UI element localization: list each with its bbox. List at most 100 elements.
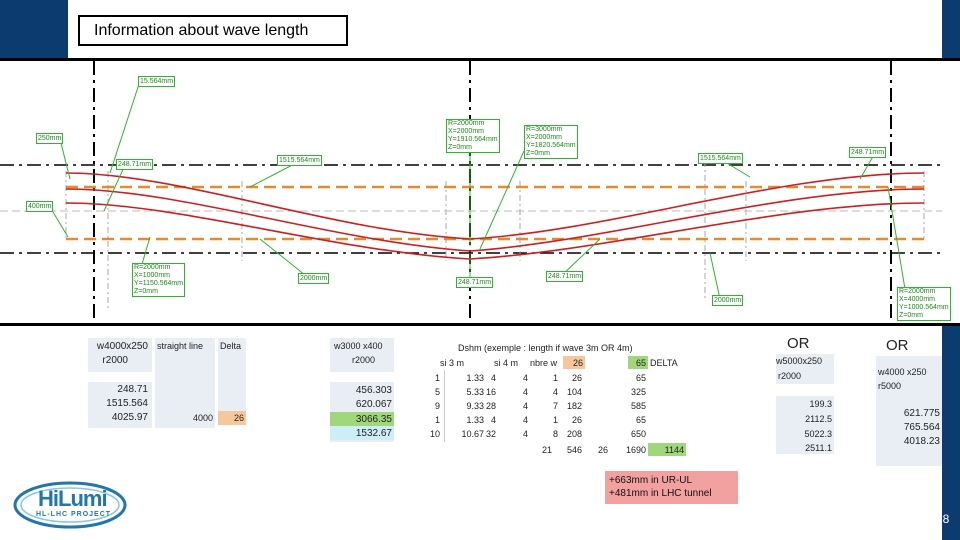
dshm-header-highlight (563, 356, 585, 369)
brand-corner (0, 0, 68, 60)
or1-header: w5000x250 (776, 356, 823, 366)
dshm-header: DELTA (650, 358, 678, 368)
left-table-values-bg (88, 382, 152, 428)
dshm-header: si 4 m (494, 358, 519, 368)
dshm-cell: 182 (566, 401, 582, 411)
dim-label: 248.71mm (849, 147, 887, 158)
mid-table-radius: r2000 (352, 355, 376, 365)
dshm-cell: 1 (552, 373, 558, 383)
mid-table-header-bg (330, 338, 394, 372)
delta-value: 26 (233, 413, 244, 423)
dim-label: 248.71mm (116, 159, 154, 170)
mid-highlight-green (330, 412, 394, 426)
dshm-cell: 650 (630, 429, 646, 439)
or1-header-bg (776, 354, 834, 384)
straight-column-bg (155, 338, 215, 428)
or1-radius: r2000 (778, 371, 802, 381)
dshm-cell: 65 (635, 373, 646, 383)
or2-radius: r5000 (878, 381, 902, 391)
or1-value: 2511.1 (805, 443, 832, 453)
dshm-cell: 5.33 (466, 387, 484, 397)
note-line: +481mm in LHC tunnel (609, 488, 712, 499)
note-line: +663mm in UR-UL (609, 475, 693, 486)
mid-table-value: 1532.67 (355, 428, 392, 439)
or1-value: 5022.3 (804, 429, 832, 439)
dshm-header: si 3 m (440, 358, 465, 368)
dshm-cell: 104 (566, 387, 582, 397)
dshm-cell: 208 (566, 429, 582, 439)
radius-label: R=2000mm X=1000mm Y=1150.564mm Z=0mm (132, 263, 186, 297)
dim-label: 248.71mm (546, 271, 584, 282)
delta-cell-highlight (218, 411, 246, 425)
dshm-cell: 4 (490, 415, 496, 425)
dshm-header: 26 (572, 358, 583, 368)
dshm-header: nbre w (530, 358, 558, 368)
or2-bg (876, 356, 942, 466)
dshm-cell: 4 (522, 401, 528, 411)
dim-label: 1515.564mm (698, 153, 743, 164)
left-table-value: 4025.97 (111, 412, 148, 423)
dshm-cell: 585 (630, 401, 646, 411)
or2-header: w4000 x250 (878, 367, 927, 377)
or-label: OR (787, 335, 810, 352)
left-table-header: w4000x250 (96, 341, 148, 352)
dshm-grid (444, 370, 485, 442)
dshm-total: 546 (566, 445, 582, 455)
dshm-cell: 4 (522, 415, 528, 425)
dshm-cell: 9.33 (466, 401, 484, 411)
dshm-header: 65 (635, 358, 646, 368)
dshm-cell: 26 (571, 415, 582, 425)
dshm-title: Dshm (exemple : length if wave 3m OR 4m) (458, 343, 633, 353)
dshm-cell: 65 (635, 415, 646, 425)
dshm-cell: 7 (552, 401, 558, 411)
radius-label: R=3000mm X=2000mm Y=1820.564mm Z=0mm (524, 125, 578, 159)
delta-total: 1144 (664, 445, 684, 455)
dshm-total: 21 (541, 445, 552, 455)
or1-value: 199.3 (809, 399, 832, 409)
dshm-cell: 5 (434, 387, 440, 397)
left-table-value: 248.71 (117, 384, 148, 395)
or2-value: 765.564 (903, 422, 940, 433)
dshm-cell: 28 (485, 401, 496, 411)
logo-name: HiLumi (38, 486, 108, 511)
dshm-cell: 26 (571, 373, 582, 383)
dshm-cell: 4 (522, 429, 528, 439)
delta-column-bg (218, 338, 246, 412)
dshm-cell: 325 (630, 387, 646, 397)
or1-value: 2112.5 (805, 414, 832, 424)
dshm-cell: 1.33 (466, 373, 484, 383)
dshm-total: 26 (597, 445, 608, 455)
dshm-cell: 1 (434, 415, 440, 425)
dshm-cell: 16 (485, 387, 496, 397)
dshm-cell: 4 (522, 387, 528, 397)
dshm-cell: 4 (552, 387, 558, 397)
dim-label: 250mm (36, 133, 64, 144)
radius-label: R=2000mm X=4000mm Y=1000.564mm Z=0mm (897, 287, 951, 321)
page-number: 8 (942, 512, 950, 526)
or2-value: 621.775 (903, 408, 940, 419)
mid-table-value: 456.303 (355, 385, 392, 396)
straight-line-header: straight line (157, 341, 204, 351)
mid-table-value: 3066.35 (355, 414, 392, 425)
dshm-cell: 1.33 (466, 415, 484, 425)
dshm-cell: 1 (434, 373, 440, 383)
dshm-cell: 10 (429, 429, 440, 439)
left-table-value: 1515.564 (106, 398, 148, 409)
dshm-cell: 4 (522, 373, 528, 383)
dshm-cell: 10.67 (461, 429, 484, 439)
dim-label: 1515.564mm (277, 155, 322, 166)
wave-drawing: 15.564mm 250mm 248.71mm 400mm 1515.564mm… (0, 58, 960, 326)
dshm-header-highlight (628, 356, 648, 369)
dshm-cell: 4 (490, 373, 496, 383)
radius-label: R=2000mm X=2000mm Y=1910.564mm Z=0mm (446, 119, 500, 153)
slide-title: Information about wave length (78, 15, 348, 46)
dshm-cell: 8 (552, 429, 558, 439)
mid-highlight-cyan (330, 426, 394, 440)
mid-table-value: 620.067 (355, 399, 392, 410)
delta-total-highlight (648, 443, 686, 456)
dshm-cell: 9 (434, 401, 440, 411)
logo-swoosh-icon (13, 481, 127, 529)
note-box: +663mm in UR-UL +481mm in LHC tunnel (605, 471, 738, 504)
or1-values-bg (776, 396, 834, 454)
dshm-cell: 32 (485, 429, 496, 439)
